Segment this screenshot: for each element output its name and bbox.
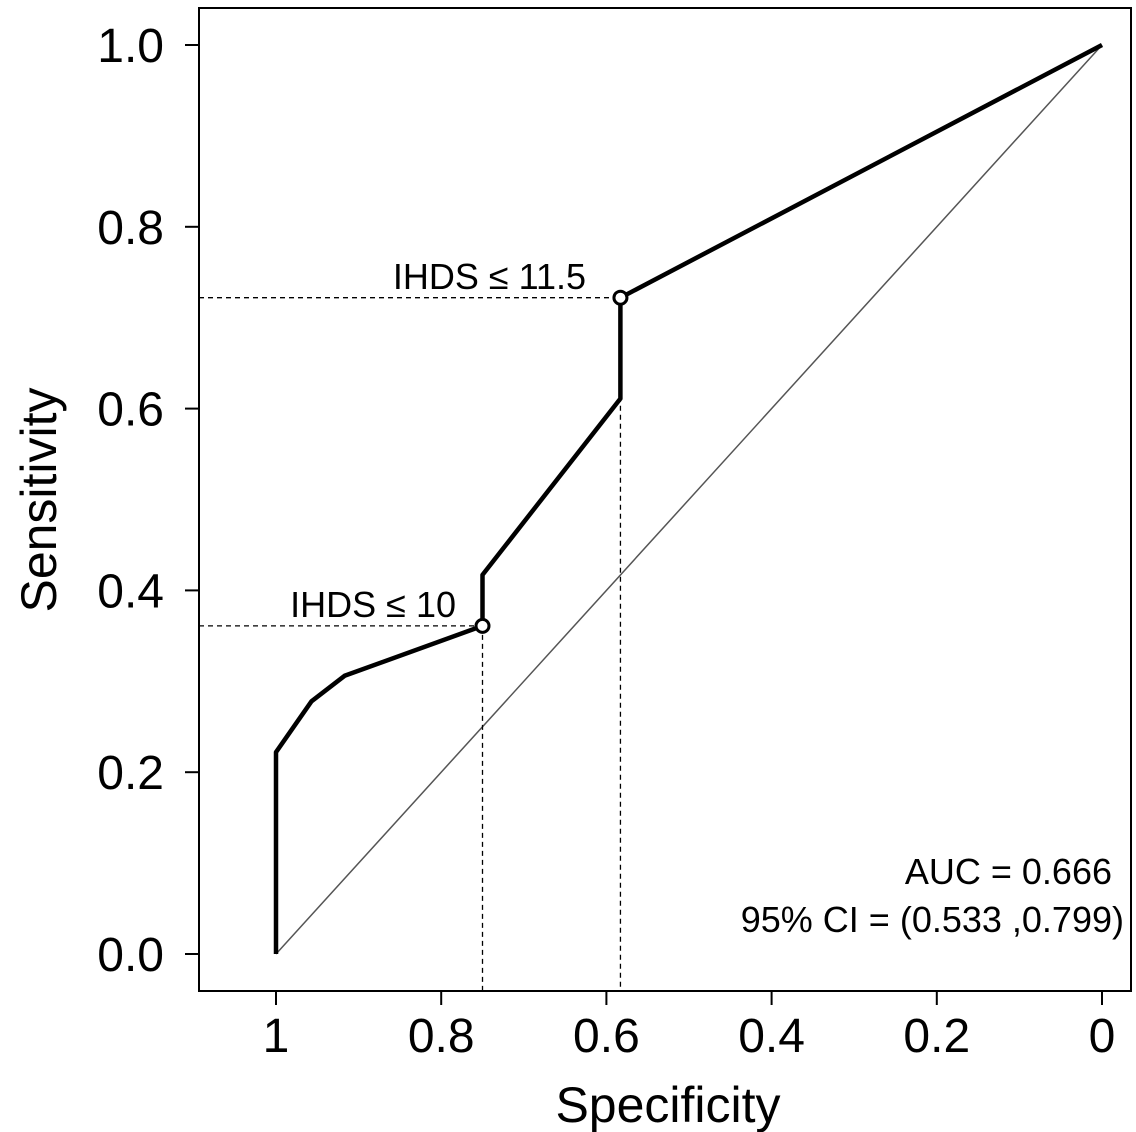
plot-frame <box>198 7 1132 992</box>
y-tick-label: 0.4 <box>97 565 164 618</box>
x-tick-label: 0 <box>1089 1010 1116 1063</box>
x-axis-title: Specificity <box>555 1077 780 1132</box>
threshold-label-11-5: IHDS ≤ 11.5 <box>393 256 586 297</box>
y-axis-title: Sensitivity <box>11 387 67 612</box>
threshold-points <box>474 289 629 634</box>
reference-diagonal-line <box>275 44 1103 955</box>
auc-annotation: AUC = 0.666 <box>905 851 1112 892</box>
threshold-guides <box>199 297 622 991</box>
y-tick-label: 0.6 <box>97 384 164 437</box>
threshold-point <box>612 289 629 306</box>
y-tick-label: 0.0 <box>97 929 164 982</box>
reference-layer <box>275 44 1103 955</box>
x-tick-label: 1 <box>263 1010 290 1063</box>
y-tick-label: 0.2 <box>97 747 164 800</box>
threshold-point <box>474 617 491 634</box>
y-tick-label: 1.0 <box>97 20 164 73</box>
x-tick-label: 0.2 <box>903 1010 970 1063</box>
y-tick-label: 0.8 <box>97 202 164 255</box>
x-tick-label: 0.6 <box>573 1010 640 1063</box>
x-axis: 1 0.8 0.6 0.4 0.2 0 <box>263 991 1116 1063</box>
x-tick-label: 0.4 <box>738 1010 805 1063</box>
threshold-label-10: IHDS ≤ 10 <box>290 584 456 625</box>
y-axis: 0.0 0.2 0.4 0.6 0.8 1.0 <box>97 20 199 982</box>
ci-annotation: 95% CI = (0.533 ,0.799) <box>741 899 1124 940</box>
x-tick-label: 0.8 <box>408 1010 475 1063</box>
